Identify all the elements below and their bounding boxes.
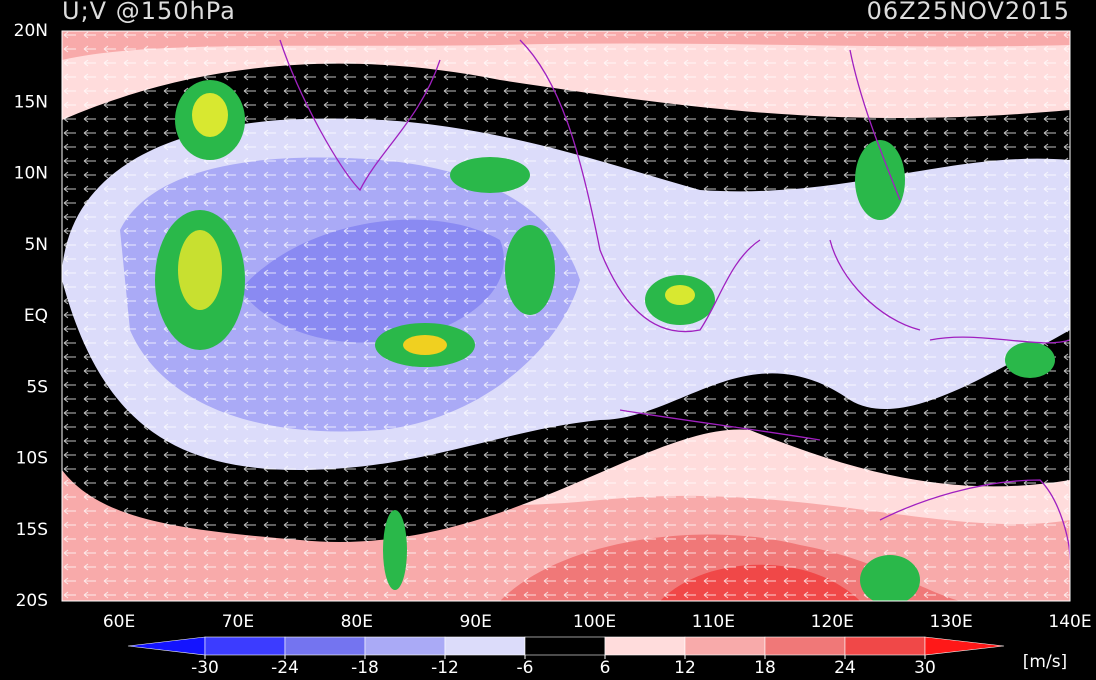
lon-label: 120E xyxy=(811,612,854,632)
convection xyxy=(155,80,1055,601)
lon-label: 130E xyxy=(930,612,973,632)
colorbar-tick-label: -30 xyxy=(191,658,219,678)
colorbar-tick-label: -12 xyxy=(431,658,459,678)
colorbar-segment xyxy=(524,636,606,656)
lat-label: 15N xyxy=(14,92,48,112)
lon-label: 100E xyxy=(573,612,616,632)
lat-label: 5N xyxy=(24,235,48,255)
colorbar-tick-label: 30 xyxy=(914,658,936,678)
colorbar-segment xyxy=(364,636,446,656)
lon-label: 70E xyxy=(222,612,254,632)
lon-label: 140E xyxy=(1048,612,1091,632)
colorbar-arrow-high xyxy=(924,636,1005,656)
lat-label: 20N xyxy=(14,21,48,41)
colorbar-tick-label: 18 xyxy=(754,658,776,678)
lon-label: 60E xyxy=(103,612,135,632)
map-frame xyxy=(61,30,1071,602)
colorbar-tick-label: -18 xyxy=(351,658,379,678)
coastlines xyxy=(279,39,1070,561)
lat-label: 20S xyxy=(16,591,48,611)
lat-label: 5S xyxy=(26,377,48,397)
lon-label: 90E xyxy=(459,612,491,632)
lat-label: EQ xyxy=(24,306,48,326)
valid-time: 06Z25NOV2015 xyxy=(867,0,1070,25)
colorbar-segment xyxy=(444,636,526,656)
lat-label: 15S xyxy=(16,520,48,540)
colorbar-tick-label: 24 xyxy=(834,658,856,678)
colorbar-segment xyxy=(284,636,366,656)
lon-label: 110E xyxy=(692,612,735,632)
colorbar-segment xyxy=(764,636,846,656)
lon-label: 80E xyxy=(341,612,373,632)
colorbar-tick-label: 6 xyxy=(600,658,611,678)
map-title: U;V @150hPa xyxy=(62,0,236,25)
colorbar-unit: [m/s] xyxy=(1023,652,1067,672)
wind-map xyxy=(62,31,1070,601)
colorbar-segment xyxy=(684,636,766,656)
colorbar-segment xyxy=(844,636,926,656)
colorbar-tick-label: -6 xyxy=(517,658,534,678)
colorbar-arrow-low xyxy=(127,636,206,656)
lat-label: 10S xyxy=(16,449,48,469)
colorbar-segment xyxy=(604,636,686,656)
colorbar-tick-label: 12 xyxy=(674,658,696,678)
colorbar-tick-label: -24 xyxy=(271,658,299,678)
lat-label: 10N xyxy=(14,164,48,184)
colorbar-segment xyxy=(204,636,286,656)
